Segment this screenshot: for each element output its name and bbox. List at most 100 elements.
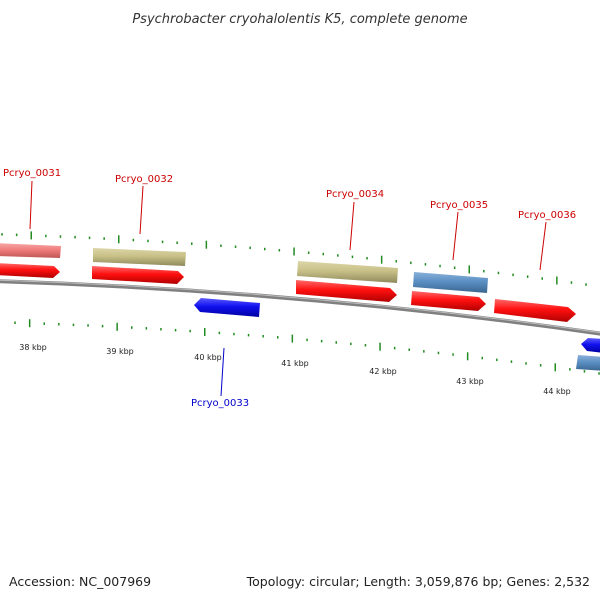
- gene-label-pcryo-0034[interactable]: Pcryo_0034: [326, 189, 384, 200]
- tick-labels: 38 kbp 39 kbp 40 kbp 41 kbp 42 kbp 43 kb…: [19, 343, 571, 396]
- gene-label-pcryo-0031[interactable]: Pcryo_0031: [3, 168, 61, 179]
- gene-leader-lines: [29, 180, 547, 397]
- genome-backbone-highlight: [0, 279, 600, 334]
- outer-minor-tick: [337, 254, 339, 257]
- inner-major-tick: [466, 352, 469, 361]
- inner-major-tick: [554, 363, 556, 372]
- inner-minor-tick: [189, 329, 191, 333]
- gene-label-pcryo-0032[interactable]: Pcryo_0032: [115, 174, 173, 185]
- reverse-cds-track: [194, 298, 600, 353]
- outer-minor-tick: [366, 257, 368, 260]
- inner-minor-tick: [14, 321, 16, 324]
- outer-major-tick: [293, 247, 295, 256]
- cds-arrow-far-right[interactable]: [581, 338, 600, 353]
- outer-minor-tick: [424, 263, 427, 266]
- inner-major-tick: [28, 319, 31, 328]
- outer-major-tick: [30, 231, 32, 240]
- outer-minor-tick: [249, 246, 251, 250]
- outer-minor-tick: [161, 240, 164, 244]
- inner-minor-tick: [452, 353, 454, 356]
- inner-minor-tick: [496, 358, 498, 362]
- outer-minor-tick: [526, 275, 529, 278]
- leader-line-0034: [349, 201, 355, 251]
- outer-minor-tick: [264, 247, 266, 251]
- outer-minor-tick: [512, 273, 514, 277]
- inner-major-tick: [379, 342, 381, 351]
- inner-major-tick: [116, 322, 118, 331]
- outer-minor-tick: [541, 277, 543, 280]
- inner-minor-tick: [510, 360, 513, 363]
- inner-minor-tick: [320, 339, 323, 343]
- outer-minor-tick: [1, 233, 3, 236]
- tick-label-44kbp: 44 kbp: [543, 387, 571, 396]
- cds-arrow-0032[interactable]: [92, 266, 184, 284]
- feature-olive-0032[interactable]: [93, 248, 186, 266]
- outer-minor-tick: [132, 238, 135, 242]
- feature-olive-0034[interactable]: [297, 261, 398, 283]
- inner-major-tick: [204, 328, 206, 336]
- inner-minor-tick: [408, 348, 410, 351]
- leader-line-0033: [220, 347, 225, 397]
- outer-minor-tick: [322, 252, 324, 256]
- feature-track-outer: [0, 243, 600, 371]
- outer-minor-tick: [147, 239, 149, 243]
- feature-pink-0031[interactable]: [0, 243, 61, 258]
- outer-minor-tick: [307, 251, 310, 254]
- inner-minor-tick: [87, 324, 89, 327]
- outer-major-tick: [205, 240, 208, 249]
- outer-minor-tick: [351, 255, 354, 259]
- outer-minor-tick: [410, 261, 412, 265]
- forward-cds-track: [0, 263, 576, 322]
- inner-minor-tick: [437, 351, 440, 355]
- inner-minor-tick: [364, 344, 367, 347]
- inner-minor-tick: [262, 335, 264, 338]
- leader-line-0031: [29, 180, 33, 230]
- gene-label-pcryo-0033[interactable]: Pcryo_0033: [191, 398, 249, 409]
- inner-minor-tick: [423, 350, 425, 353]
- outer-tick-track: [1, 231, 587, 286]
- feature-steel-far-right[interactable]: [576, 355, 600, 371]
- leader-line-0035: [452, 211, 459, 261]
- cds-arrow-0033[interactable]: [194, 298, 260, 317]
- inner-minor-tick: [247, 333, 250, 337]
- outer-minor-tick: [278, 249, 281, 252]
- inner-minor-tick: [218, 331, 221, 335]
- cds-arrow-0031[interactable]: [0, 263, 60, 278]
- outer-minor-tick: [74, 235, 76, 239]
- inner-minor-tick: [277, 336, 279, 339]
- inner-minor-tick: [335, 341, 337, 344]
- cds-arrow-0036[interactable]: [494, 299, 576, 322]
- outer-major-tick: [556, 276, 558, 285]
- gene-label-pcryo-0035[interactable]: Pcryo_0035: [430, 200, 488, 211]
- gene-label-pcryo-0036[interactable]: Pcryo_0036: [518, 210, 576, 221]
- inner-minor-tick: [145, 327, 148, 330]
- outer-minor-tick: [45, 234, 47, 238]
- genome-title: Psychrobacter cryohalolentis K5, complet…: [132, 12, 467, 27]
- outer-major-tick: [380, 255, 383, 264]
- outer-minor-tick: [570, 281, 573, 284]
- inner-minor-tick: [131, 326, 133, 329]
- outer-minor-tick: [585, 283, 587, 286]
- outer-major-tick: [468, 265, 470, 274]
- cds-arrow-0035[interactable]: [411, 291, 486, 311]
- outer-minor-tick: [191, 242, 193, 245]
- tick-label-38kbp: 38 kbp: [19, 343, 47, 352]
- inner-minor-tick: [569, 368, 571, 371]
- outer-minor-tick: [88, 236, 91, 240]
- outer-minor-tick: [497, 271, 500, 275]
- outer-minor-tick: [176, 241, 178, 244]
- feature-steel-0035[interactable]: [413, 272, 488, 293]
- inner-minor-tick: [393, 346, 396, 350]
- inner-minor-tick: [583, 370, 586, 373]
- inner-minor-tick: [160, 328, 162, 331]
- inner-minor-tick: [233, 332, 235, 336]
- tick-label-42kbp: 42 kbp: [369, 367, 397, 376]
- outer-minor-tick: [220, 244, 222, 247]
- inner-minor-tick: [525, 362, 527, 365]
- inner-minor-tick: [174, 328, 177, 332]
- inner-minor-tick: [350, 342, 352, 346]
- inner-minor-tick: [101, 324, 104, 328]
- cds-arrow-0034[interactable]: [296, 280, 397, 302]
- tick-label-40kbp: 40 kbp: [194, 353, 222, 362]
